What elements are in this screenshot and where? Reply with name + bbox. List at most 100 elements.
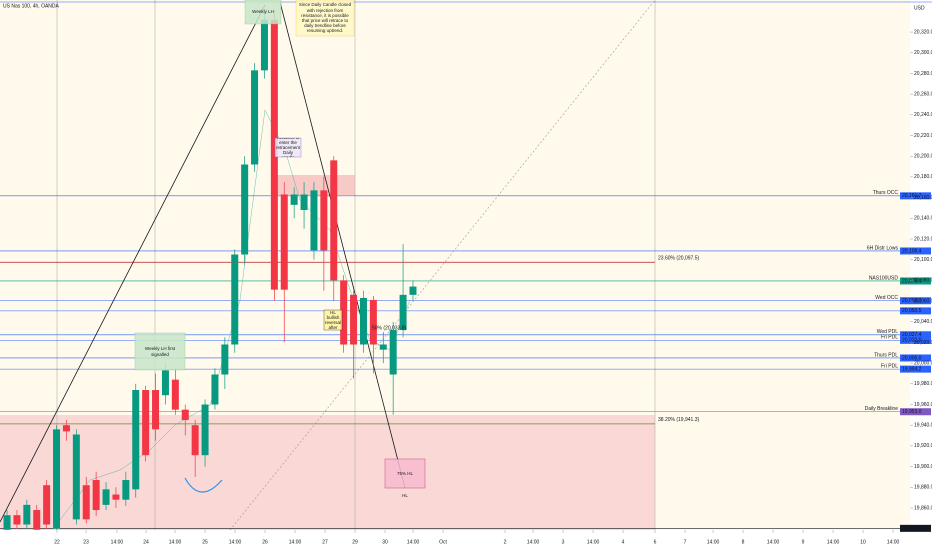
y-tick-label: 19,960.0	[914, 402, 932, 408]
level-name: 6H Distr Lows	[867, 245, 899, 251]
price-tag	[900, 297, 931, 305]
price-tag	[900, 331, 931, 339]
level-name: Daily Breakline	[865, 406, 899, 412]
candle-body	[161, 370, 169, 396]
candle-body	[33, 510, 41, 530]
x-tick-label: 27	[322, 539, 328, 545]
price-tag	[900, 354, 931, 362]
y-tick-label: 19,900.0	[914, 464, 932, 470]
x-tick-label: 6	[654, 539, 657, 545]
candle-body	[359, 297, 367, 345]
price-tag-label: 20,005.0	[902, 355, 922, 361]
price-tag-label: 19,953.0	[902, 409, 922, 415]
y-tick-label: 20,060.0	[914, 298, 932, 304]
price-tag-label: 20,027.4	[902, 332, 922, 338]
annotation: 75% HL	[396, 470, 413, 476]
candle-body	[122, 480, 130, 500]
demand-zone	[0, 415, 655, 530]
candle-body	[132, 390, 140, 490]
x-tick-label: 14:00	[111, 539, 124, 545]
y-tick-label: 20,260.0	[914, 91, 932, 97]
candle-body	[320, 190, 328, 251]
annotation-text: HL	[402, 493, 408, 499]
annotation-box	[295, 0, 355, 37]
candle-body	[379, 344, 387, 350]
candle-body	[350, 294, 358, 345]
fib-label: 38.20% (19,941.3)	[658, 417, 699, 423]
price-tag	[900, 408, 931, 416]
x-tick-label: 14:00	[407, 539, 420, 545]
x-tick-label: 3	[562, 539, 565, 545]
candle-body	[181, 409, 189, 421]
annotation: HL bullish reversal after	[325, 310, 341, 330]
candle-body	[72, 434, 80, 520]
annotation: Weekly LH	[252, 9, 274, 14]
level-name: NAS100USD	[869, 275, 899, 281]
x-tick-label: 14:00	[767, 539, 780, 545]
y-tick-label: 20,220.0	[914, 133, 932, 139]
candle-body	[231, 254, 239, 345]
annotation: Since Daily Candle closed with rejection…	[298, 2, 352, 34]
price-tag-label: 20,022.0	[902, 338, 922, 344]
level-name: Wed PDL	[877, 329, 899, 335]
x-tick-label: 2	[504, 539, 507, 545]
annotation-text: Reasons to enter the retracement Daily c…	[276, 138, 301, 157]
price-tag	[900, 336, 931, 344]
y-tick-label: 20,300.0	[914, 50, 932, 56]
annotation-box	[384, 458, 426, 489]
x-tick-label: 23	[83, 539, 89, 545]
annotation-text: Since Daily Candle closed with rejection…	[298, 2, 352, 34]
candle-body	[191, 425, 199, 456]
price-tag-label: 20,161.7	[902, 193, 922, 199]
level-name: Wed OCC	[875, 295, 898, 301]
x-tick-label: 14:00	[827, 539, 840, 545]
y-tick-label: 20,180.0	[914, 174, 932, 180]
y-tick-label: 20,160.0	[914, 195, 932, 201]
annotation-text: 75% HL	[396, 470, 413, 476]
y-tick-label: 20,080.0	[914, 278, 932, 284]
candle-body	[340, 280, 348, 345]
candle-body	[300, 194, 308, 211]
candle-body	[280, 194, 288, 290]
price-tag	[900, 192, 931, 200]
x-tick-label: 30	[382, 539, 388, 545]
price-tag-label: 20,050.5	[902, 308, 922, 314]
x-tick-label: 25	[202, 539, 208, 545]
candle-body	[290, 194, 298, 205]
candle-body	[369, 300, 377, 345]
y-tick-label: 20,240.0	[914, 112, 932, 118]
currency-label: USD	[914, 5, 925, 11]
annotation-text: Weekly LH first signalled	[144, 346, 176, 357]
price-tag-label: 20,079.4	[902, 278, 922, 284]
candle-body	[211, 374, 219, 405]
time-axis-background	[0, 530, 910, 550]
candle-body	[112, 494, 120, 500]
annotation-box	[134, 332, 186, 371]
candle-body	[43, 485, 51, 525]
y-tick-label: 19,880.0	[914, 485, 932, 491]
annotation: Weekly LH first signalled	[144, 346, 176, 357]
level-name: Fri PDL	[881, 335, 898, 341]
candle-body	[13, 515, 21, 525]
x-tick-label: 9	[802, 539, 805, 545]
annotation-box	[244, 0, 282, 25]
x-tick-label: 14:00	[169, 539, 182, 545]
y-tick-label: 20,000.0	[914, 360, 932, 366]
candle-body	[251, 70, 259, 165]
candle-body	[409, 286, 417, 295]
price-tag	[900, 247, 931, 255]
x-tick-label: 4	[622, 539, 625, 545]
price-tag	[900, 365, 931, 373]
y-tick-label: 20,020.0	[914, 340, 932, 346]
x-tick-label: Oct	[439, 539, 447, 545]
x-tick-label: 14:00	[587, 539, 600, 545]
price-tag-label: 19,994.2	[902, 366, 922, 372]
level-name: Fri PDL	[881, 363, 898, 369]
price-tag-label: 20,108.4	[902, 248, 922, 254]
candle-body	[82, 485, 90, 520]
candle-body	[241, 164, 249, 255]
y-tick-label: 20,200.0	[914, 154, 932, 160]
price-tag-label: 19,840.3	[902, 526, 922, 532]
x-tick-label: 7	[684, 539, 687, 545]
candle-body	[152, 390, 160, 430]
